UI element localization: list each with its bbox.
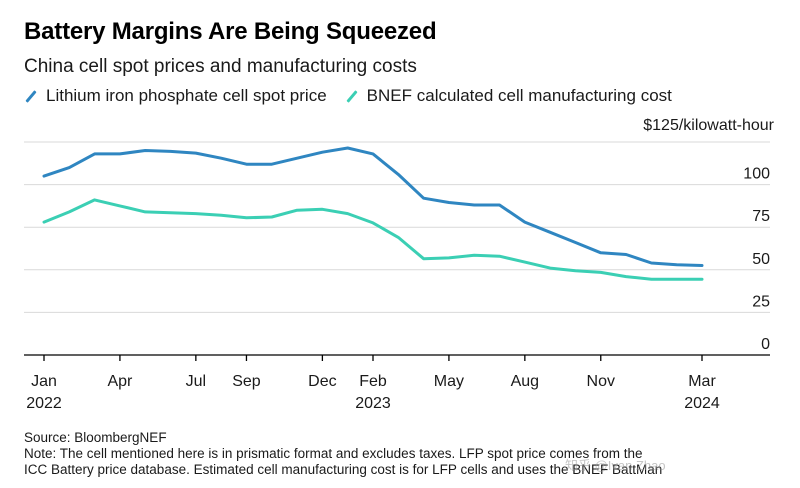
y-tick-label-100: 100	[743, 166, 770, 183]
source-note: Source: BloombergNEF	[24, 430, 167, 445]
legend-label-manufacturing-cost: BNEF calculated cell manufacturing cost	[366, 86, 672, 105]
x-tick-label-apr: Apr	[107, 373, 133, 390]
watermark: 知乎 @Ivan Zhao	[565, 458, 666, 473]
x-tick-year-2024: 2024	[684, 395, 720, 412]
x-tick-label-nov: Nov	[587, 373, 615, 390]
legend-item-manufacturing-cost: BNEF calculated cell manufacturing cost	[345, 86, 672, 106]
chart-title: Battery Margins Are Being Squeezed	[24, 18, 437, 45]
x-tick-label-dec: Dec	[308, 373, 336, 390]
chart-footer: Source: BloombergNEF Note: The cell ment…	[24, 430, 784, 478]
y-tick-label-50: 50	[752, 251, 770, 268]
note-line-2: ICC Battery price database. Estimated ce…	[24, 462, 663, 477]
y-tick-label-0: 0	[761, 336, 770, 353]
legend: Lithium iron phosphate cell spot price B…	[24, 86, 690, 106]
x-tick-year-2023: 2023	[355, 395, 391, 412]
x-axis-tick-labels: Jan 2022 Apr Jul Sep Dec Feb 2023 May Aug Nov Mar 20…	[26, 373, 720, 412]
legend-item-spot-price: Lithium iron phosphate cell spot price	[24, 86, 327, 106]
x-axis	[24, 354, 770, 361]
x-tick-label-mar: Mar	[688, 373, 716, 390]
line-chart: 0 25 50 75 100 Jan 2022 Apr Jul Sep Dec Feb 2023 May…	[24, 141, 770, 412]
y-axis-tick-labels: 0 25 50 75 100	[743, 166, 770, 353]
y-tick-label-25: 25	[752, 293, 770, 310]
x-tick-label-feb: Feb	[359, 373, 387, 390]
note-line-1: Note: The cell mentioned here is in pris…	[24, 446, 643, 461]
series-line-spot-price	[42, 146, 704, 267]
x-tick-label-may: May	[434, 373, 464, 390]
y-tick-label-75: 75	[752, 208, 770, 225]
series-line-manufacturing-cost	[42, 198, 704, 281]
x-tick-label-jan: Jan	[31, 373, 57, 390]
x-tick-label-aug: Aug	[511, 373, 539, 390]
grid-lines	[24, 141, 770, 313]
x-tick-year-2022: 2022	[26, 395, 62, 412]
x-tick-label-sep: Sep	[232, 373, 261, 390]
series-lines	[42, 146, 704, 281]
legend-label-spot-price: Lithium iron phosphate cell spot price	[46, 86, 327, 105]
chart-subtitle: China cell spot prices and manufacturing…	[24, 56, 417, 77]
x-tick-label-jul: Jul	[186, 373, 206, 390]
y-axis-unit-label: $125/kilowatt-hour	[643, 117, 774, 134]
